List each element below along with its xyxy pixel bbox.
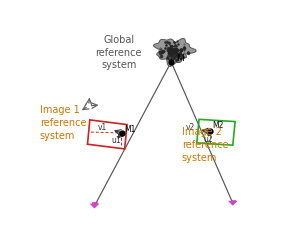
- Text: u2: u2: [203, 135, 213, 144]
- Polygon shape: [154, 38, 196, 66]
- Text: M2: M2: [212, 121, 224, 130]
- Polygon shape: [229, 201, 237, 205]
- Text: Image 2
reference
system: Image 2 reference system: [182, 127, 228, 163]
- Text: M1: M1: [125, 125, 136, 134]
- Polygon shape: [90, 204, 99, 208]
- Text: v2: v2: [186, 123, 195, 132]
- Text: Global
reference
system: Global reference system: [96, 35, 142, 70]
- Text: Image 1
reference
system: Image 1 reference system: [40, 105, 86, 140]
- Text: u1: u1: [112, 136, 121, 145]
- Polygon shape: [231, 200, 235, 201]
- Text: M: M: [176, 54, 184, 63]
- Text: v1: v1: [98, 123, 107, 132]
- Polygon shape: [92, 202, 97, 204]
